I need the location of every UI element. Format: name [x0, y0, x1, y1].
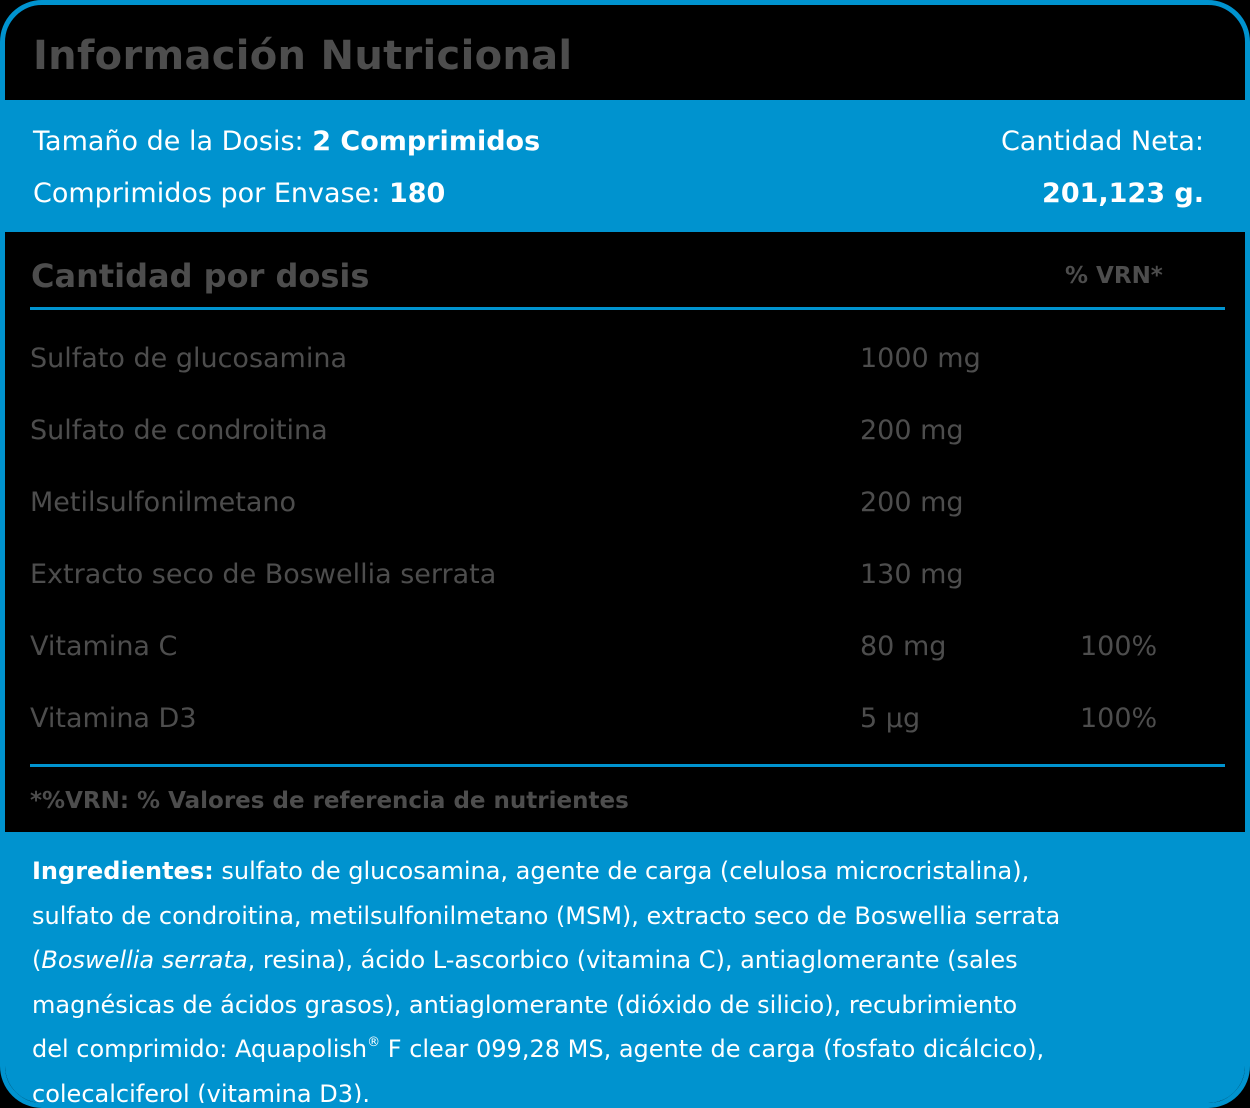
nutrient-amount: 200 mg [860, 487, 964, 518]
table-row: Extracto seco de Boswellia serrata 130 m… [5, 559, 1245, 599]
table-row: Metilsulfonilmetano 200 mg [5, 487, 1245, 527]
ingredients-section: Ingredientes: sulfato de glucosamina, ag… [5, 832, 1245, 1108]
ingredients-text-part: del comprimido: Aquapolish [32, 1035, 368, 1063]
table-row: Sulfato de condroitina 200 mg [5, 415, 1245, 455]
nutrient-amount: 5 µg [860, 703, 921, 734]
registered-mark: ® [367, 1035, 381, 1050]
servings-per-pack-value: 180 [388, 178, 446, 209]
servings-per-pack: Comprimidos por Envase: 180 [33, 178, 445, 209]
nutrient-name: Metilsulfonilmetano [30, 487, 296, 518]
ingredients-label: Ingredientes: [32, 857, 214, 885]
nutrient-name: Sulfato de condroitina [30, 415, 328, 446]
ingredients-line: (Boswellia serrata, resina), ácido L-asc… [32, 938, 1232, 983]
nutrient-name: Vitamina C [30, 631, 178, 662]
nutrient-amount: 200 mg [860, 415, 964, 446]
ingredients-line: Ingredientes: sulfato de glucosamina, ag… [32, 849, 1232, 894]
header-divider [30, 307, 1225, 310]
servings-per-pack-label: Comprimidos por Envase: [33, 178, 381, 209]
nutrient-amount: 1000 mg [860, 343, 981, 374]
table-row: Sulfato de glucosamina 1000 mg [5, 343, 1245, 383]
nutrient-name: Vitamina D3 [30, 703, 197, 734]
nutrient-vrn: 100% [1080, 631, 1158, 662]
net-quantity-label: Cantidad Neta: [1000, 126, 1204, 157]
ingredients-line: magnésicas de ácidos grasos), antiaglome… [32, 990, 1018, 1019]
nutrient-amount: 130 mg [860, 559, 964, 590]
ingredients-text-part: F clear 099,28 MS, agente de carga (fosf… [380, 1035, 1045, 1063]
ingredients-line: sulfato de condroitina, metilsulfonilmet… [32, 901, 1061, 930]
table-header-amount: Cantidad por dosis [31, 257, 370, 295]
panel-title: Información Nutricional [33, 33, 573, 79]
table-bottom-divider [30, 764, 1225, 767]
ingredients-line: del comprimido: Aquapolish® F clear 099,… [32, 1027, 1232, 1072]
table-row: Vitamina D3 5 µg 100% [5, 703, 1245, 743]
nutrient-name: Sulfato de glucosamina [30, 343, 348, 374]
ingredients-text-part: sulfato de glucosamina, agente de carga … [213, 857, 1030, 885]
ingredients-text-part: , resina), ácido L-ascorbico (vitamina C… [247, 946, 1018, 974]
nutrient-name: Extracto seco de Boswellia serrata [30, 559, 497, 590]
nutrient-vrn: 100% [1080, 703, 1158, 734]
botanical-name-italic: Boswellia serrata [41, 946, 248, 974]
serving-size: Tamaño de la Dosis: 2 Comprimidos [33, 126, 540, 157]
table-header-vrn: % VRN* [1065, 263, 1163, 289]
ingredients-text: Ingredientes: sulfato de glucosamina, ag… [32, 849, 1232, 1108]
ingredients-line: colecalciferol (vitamina D3). [32, 1079, 370, 1108]
serving-info-band: Tamaño de la Dosis: 2 Comprimidos Compri… [5, 100, 1245, 232]
serving-size-value: 2 Comprimidos [312, 126, 541, 157]
ingredients-text-part: ( [32, 946, 42, 974]
serving-size-label: Tamaño de la Dosis: [33, 126, 304, 157]
table-row: Vitamina C 80 mg 100% [5, 631, 1245, 671]
nutrient-amount: 80 mg [860, 631, 947, 662]
vrn-footnote: *%VRN: % Valores de referencia de nutrie… [30, 788, 629, 814]
net-quantity-value: 201,123 g. [1042, 178, 1204, 209]
